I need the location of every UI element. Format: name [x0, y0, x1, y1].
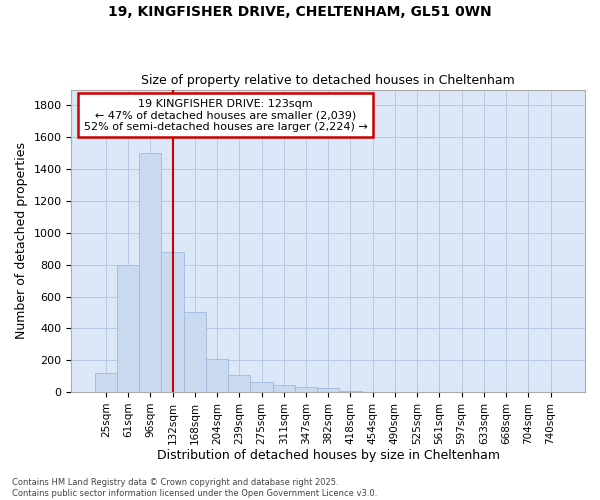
Bar	[206, 358, 228, 392]
Bar	[184, 312, 206, 392]
Bar	[161, 252, 184, 392]
Bar	[95, 373, 117, 392]
Bar	[228, 374, 250, 392]
Bar	[272, 385, 295, 392]
Y-axis label: Number of detached properties: Number of detached properties	[15, 142, 28, 340]
Bar	[117, 264, 139, 392]
Text: 19 KINGFISHER DRIVE: 123sqm
← 47% of detached houses are smaller (2,039)
52% of : 19 KINGFISHER DRIVE: 123sqm ← 47% of det…	[83, 98, 367, 132]
Text: Contains HM Land Registry data © Crown copyright and database right 2025.
Contai: Contains HM Land Registry data © Crown c…	[12, 478, 377, 498]
Text: 19, KINGFISHER DRIVE, CHELTENHAM, GL51 0WN: 19, KINGFISHER DRIVE, CHELTENHAM, GL51 0…	[108, 5, 492, 19]
Bar	[317, 388, 340, 392]
Bar	[340, 390, 362, 392]
X-axis label: Distribution of detached houses by size in Cheltenham: Distribution of detached houses by size …	[157, 450, 500, 462]
Title: Size of property relative to detached houses in Cheltenham: Size of property relative to detached ho…	[142, 74, 515, 87]
Bar	[295, 386, 317, 392]
Bar	[139, 153, 161, 392]
Bar	[250, 382, 272, 392]
